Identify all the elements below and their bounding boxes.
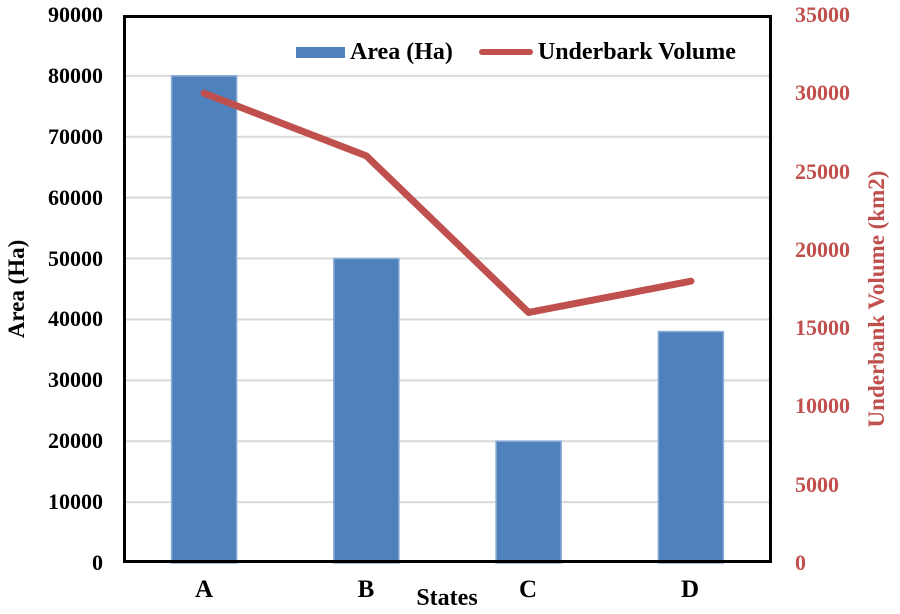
volume-series-line-icon bbox=[478, 49, 533, 55]
right-axis-tick-30000: 30000 bbox=[795, 80, 850, 106]
right-axis-tick-25000: 25000 bbox=[795, 158, 850, 184]
left-axis-tick-70000: 70000 bbox=[48, 123, 103, 149]
bar-b bbox=[333, 257, 400, 564]
x-axis-title: States bbox=[416, 585, 478, 611]
area-series-swatch-icon bbox=[296, 46, 345, 58]
category-label-b: B bbox=[357, 576, 375, 603]
category-label-d: D bbox=[680, 576, 700, 603]
left-axis-tick-20000: 20000 bbox=[48, 428, 103, 454]
bar-c bbox=[495, 440, 562, 564]
bar-d bbox=[657, 330, 725, 564]
right-axis-tick-20000: 20000 bbox=[795, 236, 850, 262]
left-axis-tick-0: 0 bbox=[92, 550, 103, 575]
right-axis-tick-0: 0 bbox=[795, 550, 806, 575]
underbark-volume-line bbox=[200, 89, 695, 316]
category-label-a: A bbox=[194, 576, 214, 603]
right-axis-title: Underbank Volume (km2) bbox=[864, 170, 889, 428]
legend-label-area: Area (Ha) bbox=[350, 38, 453, 65]
right-axis-tick-35000: 35000 bbox=[795, 2, 850, 27]
legend-item-area: Area (Ha) bbox=[296, 39, 453, 66]
left-axis-tick-10000: 10000 bbox=[48, 489, 103, 515]
left-axis-tick-40000: 40000 bbox=[48, 306, 103, 332]
left-axis-tick-30000: 30000 bbox=[48, 367, 103, 393]
left-axis-tick-80000: 80000 bbox=[48, 62, 103, 88]
legend-label-volume: Underbark Volume bbox=[537, 38, 736, 65]
left-axis-tick-90000: 90000 bbox=[48, 2, 103, 27]
right-axis-tick-5000: 5000 bbox=[795, 471, 839, 497]
left-axis-tick-60000: 60000 bbox=[48, 184, 103, 210]
right-axis-tick-10000: 10000 bbox=[795, 393, 850, 419]
plot-border bbox=[123, 15, 772, 563]
category-label-c: C bbox=[518, 576, 538, 603]
left-axis-tick-50000: 50000 bbox=[48, 245, 103, 271]
right-axis-tick-15000: 15000 bbox=[795, 315, 850, 341]
legend-item-volume: Underbark Volume bbox=[453, 39, 736, 66]
bar-a bbox=[170, 75, 238, 564]
chart-legend: Area (Ha) Underbark Volume bbox=[296, 38, 736, 66]
